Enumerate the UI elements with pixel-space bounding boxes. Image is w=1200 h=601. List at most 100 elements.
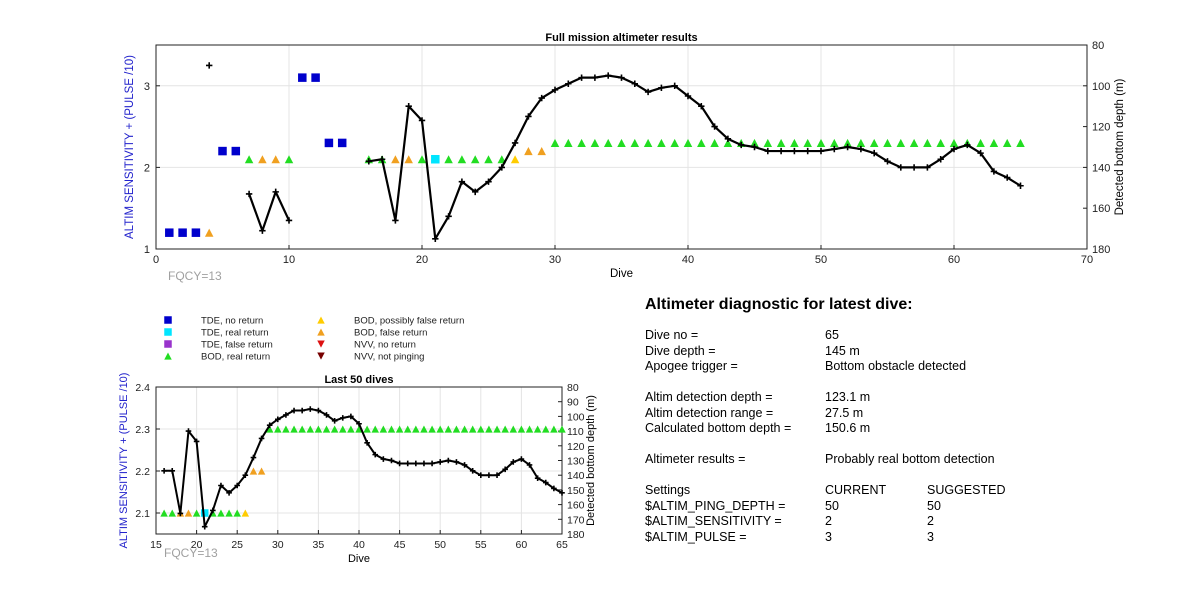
diag-value: 150.6 m — [825, 421, 871, 435]
full-mission-y-tick-label: 1 — [144, 244, 150, 256]
full-mission-depth-point — [671, 82, 678, 89]
setting-name: $ALTIM_PULSE = — [645, 529, 747, 544]
full-mission-depth-point — [392, 217, 399, 224]
full-mission-marker-bod-real-return — [643, 138, 653, 147]
full-mission-marker-bod-false-return — [204, 228, 214, 237]
full-mission-depth-point — [631, 80, 638, 87]
last50-x-tick-label: 35 — [313, 539, 325, 551]
legend-marker-nvv-no-return — [317, 340, 325, 348]
diag-value: Probably real bottom detection — [825, 452, 995, 466]
full-mission-marker-bod-real-return — [883, 138, 892, 147]
full-mission-x-tick-label: 10 — [283, 254, 295, 266]
full-mission-y-right-axis-label: Detected bottom depth (m) — [1114, 78, 1126, 215]
diag-row-apogee-trigger: Apogee trigger = Bottom obstacle detecte… — [645, 359, 1165, 375]
full-mission-marker-bod-false-return — [258, 155, 267, 164]
diag-label: Dive no = — [645, 328, 699, 342]
full-mission-y-right-tick-label: 140 — [1092, 162, 1110, 174]
full-mission-marker-bod-real-return — [949, 138, 959, 147]
last50-depth-point — [413, 460, 419, 467]
full-mission-marker-tde-no-return — [298, 73, 307, 82]
last50-marker-bod-real-return — [501, 425, 509, 433]
full-mission-marker-bod-real-return — [1002, 138, 1012, 147]
full-mission-marker-bod-real-return — [909, 138, 919, 147]
last50-marker-bod-real-return — [314, 425, 323, 433]
last50-depth-point — [494, 472, 500, 478]
full-mission-depth-point — [964, 141, 971, 149]
last50-depth-point — [380, 456, 387, 462]
last50-x-tick-label: 15 — [150, 539, 162, 551]
full-mission-depth-line — [248, 190, 290, 232]
last50-y-right-tick-label: 100 — [567, 411, 585, 423]
full-mission-depth-point — [418, 117, 426, 124]
full-mission-marker-bod-real-return — [603, 138, 613, 147]
last50-marker-bod-real-return — [395, 425, 404, 433]
full-mission-marker-bod-real-return — [590, 138, 600, 147]
full-mission-marker-bod-possibly-false — [510, 155, 520, 164]
diag-row-detection-range: Altim detection range = 27.5 m — [645, 406, 1165, 422]
last50-depth-point — [299, 407, 305, 414]
full-mission-marker-bod-real-return — [803, 138, 812, 147]
full-mission-fqcy-annotation: FQCY=13 — [168, 269, 222, 283]
full-mission-marker-bod-real-return — [697, 138, 706, 147]
full-mission-depth-point — [565, 80, 572, 87]
diag-row-altimeter-results: Altimeter results = Probably real bottom… — [645, 452, 1165, 468]
diag-value: 65 — [825, 328, 839, 342]
last50-depth-point — [226, 490, 232, 496]
last50-marker-bod-real-return — [330, 425, 339, 433]
last50-marker-bod-real-return — [533, 425, 542, 433]
full-mission-marker-bod-real-return — [790, 138, 799, 147]
settings-suggested-header: SUGGESTED — [927, 483, 1006, 497]
last50-depth-point — [404, 460, 411, 467]
altimeter-diagnostic-panel: Altimeter diagnostic for latest dive: Di… — [645, 296, 1165, 545]
full-mission-marker-bod-real-return — [896, 138, 906, 147]
full-mission-depth-point — [711, 123, 718, 130]
full-mission-marker-bod-real-return — [1016, 138, 1025, 147]
full-mission-depth-point — [844, 143, 851, 151]
full-mission-marker-tde-no-return — [337, 138, 347, 148]
diag-label: Calculated bottom depth = — [645, 421, 792, 435]
setting-suggested: 2 — [927, 514, 934, 528]
last50-marker-bod-real-return — [322, 425, 331, 433]
full-mission-depth-point — [245, 190, 253, 198]
full-mission-x-tick-label: 70 — [1081, 254, 1093, 266]
last50-depth-point — [421, 460, 427, 467]
diag-row-bottom-depth: Calculated bottom depth = 150.6 m — [645, 421, 1165, 437]
full-mission-depth-point — [605, 72, 612, 79]
last50-depth-point — [486, 472, 492, 478]
full-mission-marker-tde-real-return — [431, 154, 440, 164]
full-mission-y-right-tick-label: 160 — [1092, 203, 1110, 215]
last50-marker-bod-real-return — [550, 425, 558, 433]
last50-depth-point — [275, 416, 281, 423]
last50-x-tick-label: 45 — [394, 539, 406, 551]
last50-y-right-tick-label: 120 — [567, 441, 585, 453]
diag-value: Bottom obstacle detected — [825, 359, 967, 373]
full-mission-x-tick-label: 20 — [416, 254, 428, 266]
last50-depth-point — [258, 435, 265, 442]
last50-depth-point — [234, 482, 240, 489]
last50-x-tick-label: 25 — [231, 539, 243, 551]
full-mission-marker-bod-real-return — [284, 155, 294, 164]
last50-depth-point — [250, 454, 257, 461]
last50-depth-point — [542, 479, 549, 486]
last50-marker-bod-real-return — [339, 425, 347, 433]
last50-depth-line — [164, 408, 563, 528]
setting-name: $ALTIM_SENSITIVITY = — [645, 514, 782, 528]
full-mission-marker-bod-real-return — [244, 155, 254, 164]
legend-marker-bod-real-return — [164, 352, 172, 360]
full-mission-x-tick-label: 40 — [682, 254, 694, 266]
last50-depth-point — [210, 507, 216, 514]
last50-depth-point — [502, 466, 508, 473]
full-mission-marker-bod-false-return — [537, 147, 546, 156]
full-mission-marker-bod-real-return — [670, 138, 679, 147]
legend-marker-bod-false-return — [317, 328, 325, 336]
full-mission-x-tick-label: 30 — [549, 254, 561, 266]
full-mission-depth-point — [378, 156, 386, 163]
legend-label: BOD, possibly false return — [354, 316, 464, 327]
full-mission-marker-bod-real-return — [710, 138, 719, 147]
last50-y-right-tick-label: 110 — [567, 426, 584, 438]
full-mission-depth-point — [1017, 182, 1024, 189]
full-mission-depth-point — [445, 213, 452, 220]
full-mission-depth-point — [724, 135, 732, 143]
full-mission-marker-bod-real-return — [869, 138, 879, 147]
last50-depth-point — [559, 490, 565, 496]
